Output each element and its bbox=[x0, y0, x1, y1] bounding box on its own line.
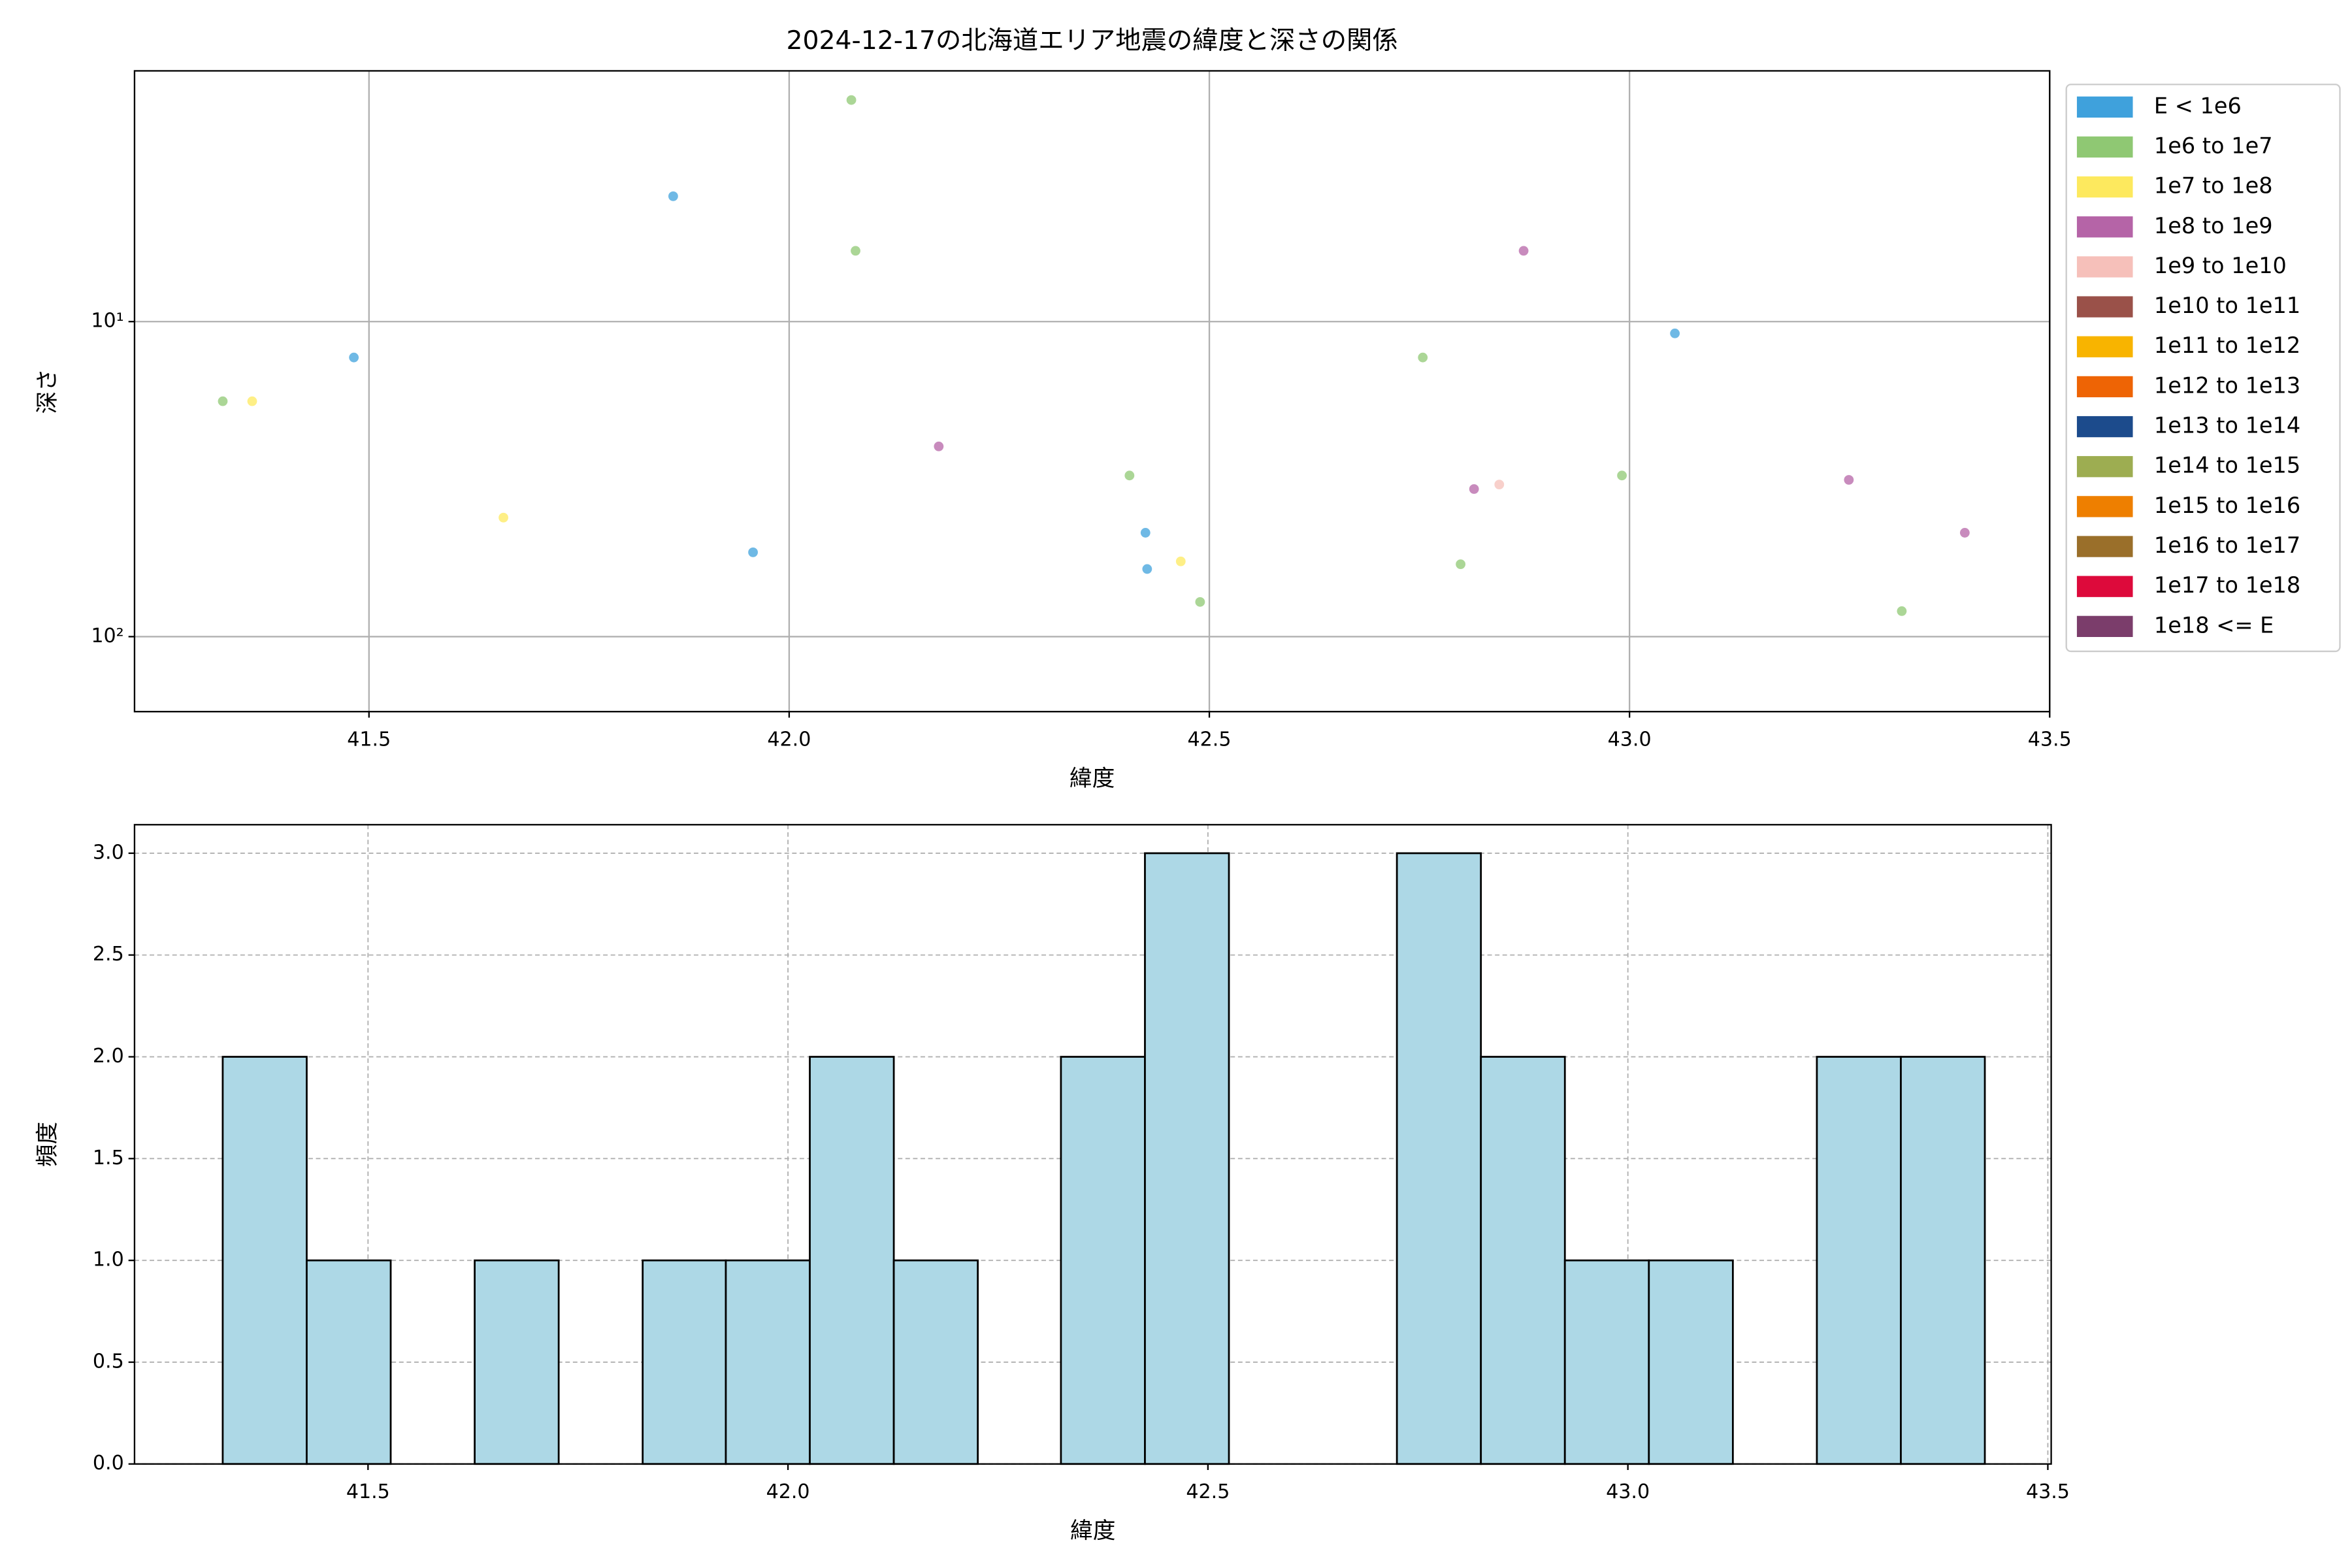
x-tick-label: 42.0 bbox=[766, 1480, 810, 1503]
bar bbox=[1563, 1259, 1650, 1465]
legend-label: 1e17 to 1e18 bbox=[2154, 572, 2300, 598]
legend-label: 1e16 to 1e17 bbox=[2154, 532, 2300, 558]
legend-swatch bbox=[2076, 376, 2133, 398]
point bbox=[1195, 596, 1205, 607]
legend-label: 1e9 to 1e10 bbox=[2154, 253, 2287, 278]
x-tick-label: 42.5 bbox=[1186, 1480, 1230, 1503]
y-tick-label: 0.5 bbox=[93, 1350, 124, 1373]
bar bbox=[306, 1259, 392, 1465]
point bbox=[218, 396, 228, 406]
point bbox=[1959, 528, 1970, 538]
legend-swatch bbox=[2076, 416, 2133, 438]
bar bbox=[1480, 1056, 1566, 1465]
point bbox=[846, 95, 857, 105]
x-tick-label: 41.5 bbox=[346, 1480, 390, 1503]
y-axis-label: 深さ bbox=[35, 368, 61, 414]
plot-frame bbox=[133, 70, 2051, 713]
point bbox=[349, 352, 359, 363]
point bbox=[1494, 480, 1505, 490]
y-tick-label: 2.0 bbox=[93, 1045, 124, 1068]
point bbox=[1617, 470, 1627, 481]
x-tick-label: 43.0 bbox=[1608, 728, 1652, 751]
x-tick-label: 43.5 bbox=[2028, 728, 2072, 751]
legend-label: 1e11 to 1e12 bbox=[2154, 333, 2300, 358]
legend-swatch bbox=[2076, 496, 2133, 517]
point bbox=[1518, 246, 1529, 256]
y-tick-label: 0.0 bbox=[93, 1452, 124, 1475]
legend-swatch bbox=[2076, 216, 2133, 238]
legend-swatch bbox=[2076, 536, 2133, 557]
point bbox=[1140, 528, 1151, 538]
bar bbox=[1900, 1056, 1986, 1465]
legend-swatch bbox=[2076, 296, 2133, 318]
bar bbox=[1060, 1056, 1146, 1465]
x-tick-label: 42.5 bbox=[1188, 728, 1232, 751]
x-axis-label: 緯度 bbox=[1070, 766, 1115, 792]
point bbox=[1897, 606, 1907, 616]
point bbox=[1456, 559, 1466, 569]
bar bbox=[642, 1259, 727, 1465]
legend-label: 1e8 to 1e9 bbox=[2154, 213, 2273, 238]
bar bbox=[725, 1259, 811, 1465]
legend-label: 1e12 to 1e13 bbox=[2154, 372, 2300, 398]
bar bbox=[892, 1259, 979, 1465]
point bbox=[851, 246, 860, 256]
point bbox=[1469, 484, 1479, 494]
legend-swatch bbox=[2076, 336, 2133, 357]
legend-swatch bbox=[2076, 96, 2133, 118]
legend-box bbox=[2065, 84, 2341, 653]
y-tick-label: 1.5 bbox=[93, 1147, 124, 1169]
bar bbox=[1648, 1259, 1734, 1465]
x-tick-label: 43.0 bbox=[1606, 1480, 1650, 1503]
y-tick-label: 2.5 bbox=[93, 943, 124, 966]
legend-swatch bbox=[2076, 615, 2133, 637]
legend-label: E < 1e6 bbox=[2154, 93, 2242, 118]
legend-label: 1e7 to 1e8 bbox=[2154, 173, 2273, 199]
point bbox=[1142, 564, 1152, 574]
x-axis-label: 緯度 bbox=[1070, 1518, 1115, 1544]
point bbox=[498, 512, 508, 523]
y-tick-label: 3.0 bbox=[93, 841, 124, 864]
bar bbox=[1816, 1056, 1902, 1465]
legend-label: 1e14 to 1e15 bbox=[2154, 453, 2300, 478]
x-tick-label: 41.5 bbox=[347, 728, 391, 751]
legend-label: 1e18 <= E bbox=[2154, 612, 2274, 638]
legend-swatch bbox=[2076, 576, 2133, 597]
point bbox=[748, 547, 758, 557]
legend-swatch bbox=[2076, 136, 2133, 158]
legend-label: 1e13 to 1e14 bbox=[2154, 413, 2300, 438]
chart-title: 2024-12-17の北海道エリア地震の緯度と深さの関係 bbox=[787, 26, 1398, 56]
point bbox=[1124, 470, 1135, 481]
x-tick-label: 43.5 bbox=[2026, 1480, 2070, 1503]
point bbox=[247, 396, 257, 406]
bar bbox=[1144, 852, 1230, 1465]
legend-label: 1e10 to 1e11 bbox=[2154, 293, 2300, 318]
legend-swatch bbox=[2076, 456, 2133, 478]
legend-swatch bbox=[2076, 176, 2133, 198]
y-tick-label: 10² bbox=[91, 625, 123, 647]
legend-label: 1e6 to 1e7 bbox=[2154, 133, 2273, 159]
bar bbox=[1396, 852, 1482, 1465]
legend-label: 1e15 to 1e16 bbox=[2154, 493, 2300, 518]
point bbox=[934, 441, 944, 451]
y-axis-label: 頻度 bbox=[35, 1122, 61, 1167]
bar bbox=[809, 1056, 895, 1465]
plot-frame bbox=[133, 824, 2052, 1465]
y-tick-label: 1.0 bbox=[93, 1249, 124, 1271]
point bbox=[1844, 475, 1854, 485]
bar bbox=[221, 1056, 308, 1465]
y-tick-label: 10¹ bbox=[91, 310, 123, 333]
bar bbox=[474, 1259, 560, 1465]
point bbox=[1418, 352, 1428, 363]
legend-swatch bbox=[2076, 256, 2133, 278]
point bbox=[668, 191, 678, 201]
point bbox=[1175, 556, 1186, 566]
point bbox=[1670, 328, 1680, 338]
x-tick-label: 42.0 bbox=[767, 728, 811, 751]
